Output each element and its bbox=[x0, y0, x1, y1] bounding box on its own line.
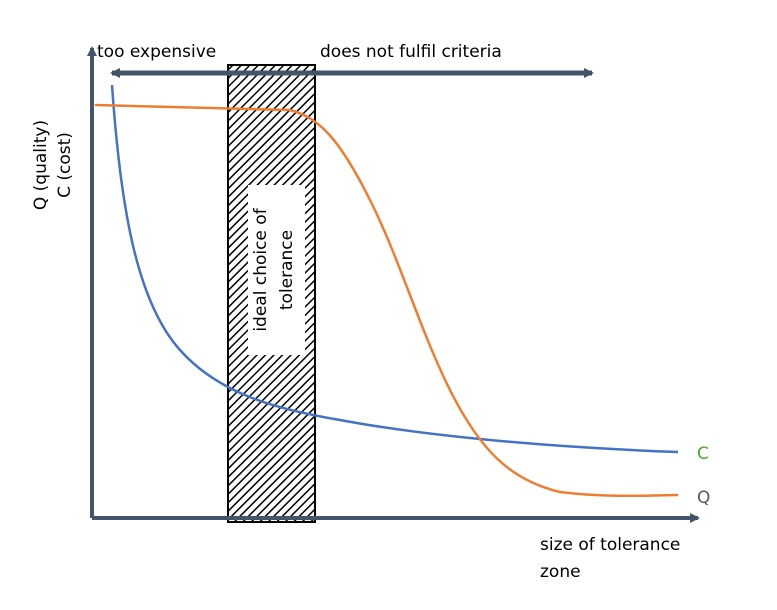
x-axis-label: size of tolerance bbox=[540, 535, 680, 555]
curve-c-label: C bbox=[697, 444, 709, 464]
ideal-box bbox=[248, 185, 305, 355]
x-axis-label: zone bbox=[540, 562, 581, 582]
curve-q-label: Q bbox=[697, 488, 710, 508]
ideal-label: ideal choice of bbox=[251, 207, 271, 331]
too-expensive: too expensive bbox=[97, 42, 216, 62]
quality-curve bbox=[94, 103, 679, 498]
not-fulfil: does not fulfil criteria bbox=[320, 42, 502, 62]
y-axis-label: Q (quality) bbox=[31, 120, 51, 210]
ideal-label: tolerance bbox=[277, 230, 297, 310]
y-axis-label: C (cost) bbox=[55, 132, 75, 198]
cost-curve bbox=[110, 84, 679, 454]
